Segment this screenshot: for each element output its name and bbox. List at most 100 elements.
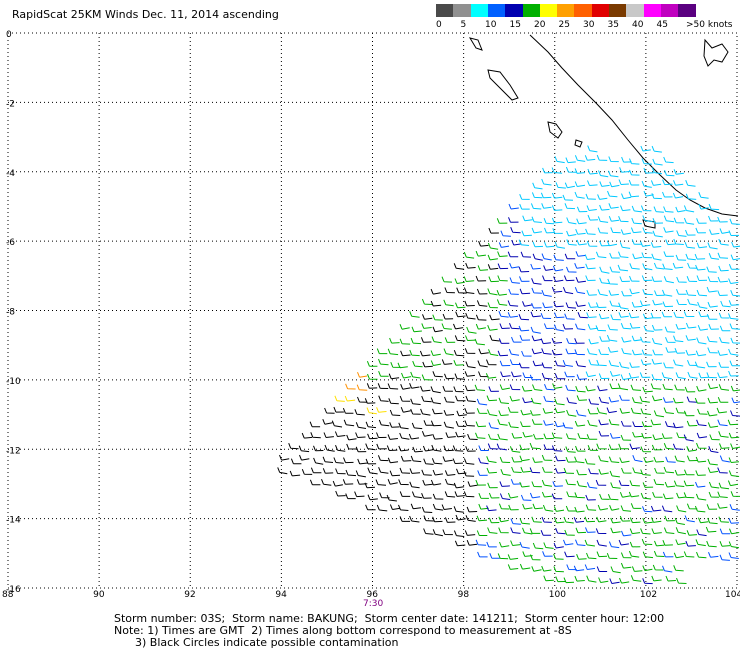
- wind-barb: [631, 349, 643, 356]
- wind-barb: [652, 491, 663, 498]
- wind-barb: [518, 266, 530, 273]
- wind-barb: [551, 217, 563, 224]
- wind-barb: [718, 238, 729, 246]
- wind-barb: [399, 516, 411, 522]
- wind-barb: [697, 408, 708, 415]
- simeulue-island: [487, 69, 519, 101]
- wind-barb: [610, 482, 621, 489]
- wind-barb: [309, 479, 321, 486]
- wind-barb: [586, 290, 597, 296]
- wind-barb: [511, 371, 522, 378]
- wind-barb: [685, 180, 696, 187]
- wind-barb: [684, 386, 696, 393]
- wind-barb: [511, 239, 522, 246]
- wind-barb: [639, 372, 651, 378]
- wind-barb: [453, 263, 465, 270]
- wind-barb: [720, 300, 731, 308]
- wind-barb: [629, 443, 640, 450]
- wind-barb: [389, 470, 401, 477]
- wind-barb: [423, 420, 435, 426]
- wind-barb: [530, 326, 541, 334]
- wind-barb: [508, 217, 519, 223]
- wind-barb: [520, 251, 532, 258]
- wind-barb: [541, 203, 552, 209]
- wind-barb: [642, 313, 654, 320]
- wind-barb: [640, 446, 652, 453]
- wind-barb: [478, 457, 489, 465]
- wind-barb: [324, 444, 335, 452]
- wind-barb: [324, 407, 335, 414]
- x-tick-label: 102: [640, 590, 657, 600]
- wind-barb: [443, 421, 454, 429]
- wind-barb: [543, 444, 555, 450]
- wind-barb: [497, 263, 509, 270]
- wind-barb: [717, 216, 728, 223]
- wind-barb: [596, 566, 608, 572]
- wind-barb: [628, 191, 640, 198]
- wind-barb: [618, 179, 629, 185]
- wind-barb: [651, 575, 662, 582]
- wind-barb: [719, 443, 730, 449]
- wind-barb: [466, 540, 478, 546]
- wind-barb: [608, 396, 619, 403]
- wind-barb: [672, 192, 684, 199]
- wind-barb: [673, 552, 684, 559]
- wind-barb: [609, 470, 620, 478]
- wind-barb: [511, 456, 522, 463]
- wind-barb: [698, 372, 709, 379]
- wind-barb: [511, 336, 522, 343]
- wind-barb: [618, 251, 629, 258]
- wind-barb: [585, 228, 596, 235]
- wind-barb: [421, 469, 432, 476]
- wind-barb: [599, 204, 610, 211]
- wind-barb: [453, 482, 465, 489]
- wind-barb: [377, 455, 389, 462]
- wind-barb: [442, 385, 453, 392]
- wind-barb: [684, 515, 695, 523]
- wind-barb: [442, 529, 453, 536]
- wind-barb: [574, 338, 585, 344]
- wind-barb: [575, 445, 586, 452]
- wind-barb: [685, 540, 696, 547]
- wind-barb: [650, 312, 662, 319]
- wind-barb: [423, 528, 434, 535]
- wind-barb: [610, 527, 621, 534]
- wind-barb: [696, 218, 707, 224]
- wind-barb: [510, 518, 521, 525]
- wind-barb: [544, 384, 555, 391]
- wind-barb: [587, 419, 598, 427]
- wind-barb: [409, 481, 420, 489]
- wind-barb: [466, 326, 477, 334]
- wind-barb: [554, 517, 565, 524]
- wind-barb: [674, 348, 686, 354]
- colorbar-swatch: [487, 4, 506, 17]
- wind-barb: [421, 374, 433, 381]
- wind-barb: [575, 323, 586, 331]
- wind-barb: [642, 263, 653, 271]
- wind-barb: [673, 359, 684, 367]
- wind-barb: [543, 265, 554, 271]
- wind-barb: [564, 551, 575, 558]
- x-tick-label: 98: [458, 590, 470, 600]
- wind-barb: [599, 266, 610, 274]
- wind-barb: [708, 253, 720, 260]
- wind-barb: [662, 551, 674, 558]
- wind-barb: [596, 539, 607, 547]
- wind-barb: [695, 350, 707, 357]
- wind-barb: [551, 445, 563, 452]
- wind-barb: [719, 554, 730, 561]
- wind-barb: [685, 229, 696, 236]
- wind-barb: [727, 480, 739, 487]
- wind-barb: [694, 397, 706, 404]
- wind-barb: [584, 539, 595, 547]
- wind-barb: [576, 374, 588, 380]
- wind-barb: [411, 422, 423, 430]
- wind-barb: [530, 554, 541, 561]
- wind-barb: [618, 302, 629, 310]
- wind-barb: [397, 362, 408, 369]
- wind-barb: [599, 277, 610, 285]
- wind-barb: [364, 398, 376, 404]
- wind-barb: [662, 565, 673, 573]
- wind-barb: [299, 454, 310, 461]
- wind-barb: [696, 289, 708, 297]
